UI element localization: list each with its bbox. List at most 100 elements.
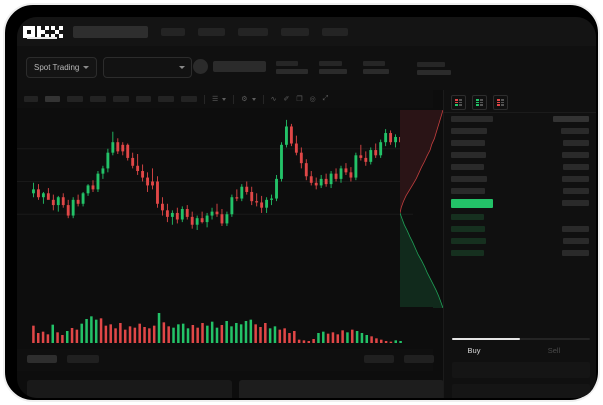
device-bezel: Spot Trading ☰ ⚙ ∿ ✐ ❐ ◎ ⤢ [3,3,600,402]
okx-logo[interactable] [23,25,63,38]
orderbook-header-divider [444,112,596,113]
trading-mode-selector[interactable]: Spot Trading [26,57,98,78]
bottom-tab-right-2[interactable] [404,355,434,363]
toolbar-divider [204,94,205,104]
chart-type-icon[interactable]: ☰ [212,96,219,103]
layout-bars-left [455,99,458,106]
candlestick-svg [17,119,413,230]
orderbook-bid-row[interactable] [451,238,486,244]
orderbook-ask-row[interactable] [451,140,485,146]
bottom-tab-open-orders[interactable] [27,355,57,363]
okx-logo-glyph-o [23,25,35,38]
top-navigation-bar [17,17,596,46]
indicators-icon[interactable]: ⚙ [241,96,248,103]
global-search-input[interactable] [73,25,148,38]
chevron-down-icon [179,66,185,69]
timeframe-5[interactable] [113,96,129,102]
bottom-tab-active-underline [27,37,57,39]
price-chart[interactable] [17,108,433,307]
snapshot-icon[interactable]: ❐ [296,96,303,103]
layout-bars-left [497,99,500,106]
stat-high-24h-label [363,61,385,66]
stat-change-24h-value [319,69,347,74]
stat-change-24h [319,61,347,74]
timeframe-4[interactable] [90,96,106,102]
stat-high-24h-value [363,69,389,74]
orderbook-ask-amount [563,140,589,146]
order-price-field[interactable] [452,362,590,378]
orderbook-bid-row[interactable] [451,226,485,232]
volume-chart [17,307,433,349]
order-tab-sell[interactable]: Sell [547,346,561,355]
bottom-tab-order-history[interactable] [67,355,99,363]
stat-last-price-value [276,69,308,74]
orderbook-layout-both[interactable] [451,95,466,110]
pair-select-dropdown[interactable] [103,57,192,78]
orderbook-ask-row[interactable] [451,164,484,170]
nav-item-5[interactable] [322,27,348,36]
orderbook-ask-row[interactable] [451,128,487,134]
order-amount-field[interactable] [452,384,590,398]
nav-item-1[interactable] [161,27,185,36]
settings-icon[interactable]: ◎ [309,96,316,103]
orderbook-layout-options [451,95,508,110]
orderbook-ask-row[interactable] [451,152,486,158]
timeframe-2[interactable] [45,96,60,102]
orderbook-bid-row[interactable] [451,214,484,220]
order-form-fields [452,362,590,398]
orderbook-bid-amount [562,250,589,256]
orderbook-spread-row[interactable] [451,199,493,208]
timeframe-1[interactable] [24,96,38,102]
drawing-tools-icon[interactable]: ✐ [283,96,290,103]
orderbook-panel: Buy Sell [443,90,596,398]
bottom-panel-left[interactable] [27,380,232,398]
orderbook-spread-amount [562,200,589,206]
bottom-panel-tabs [17,349,434,371]
fullscreen-icon[interactable]: ⤢ [322,95,329,102]
stat-high-24h [363,61,389,74]
nav-item-2[interactable] [198,27,225,36]
stat-last-price-label [276,61,298,66]
header-extra-label [417,62,445,67]
nav-item-3[interactable] [238,27,268,36]
bottom-tab-right-1[interactable] [364,355,394,363]
pair-name-label [213,61,266,72]
market-header: Spot Trading [17,46,596,90]
line-chart-icon[interactable]: ∿ [270,96,277,103]
timeframe-8[interactable] [181,96,197,102]
toolbar-divider [262,94,264,104]
orderbook-ask-amount [563,188,589,194]
orderbook-bid-row[interactable] [451,250,484,256]
bottom-panel-right[interactable] [239,380,444,398]
stat-change-24h-label [319,61,342,66]
toolbar-divider [233,94,235,104]
layout-bars-left [476,99,479,106]
order-tab-buy[interactable]: Buy [467,346,481,355]
layout-bars-right [501,99,504,106]
market-depth-chart [399,109,444,309]
orderbook-ask-row[interactable] [451,188,485,194]
depth-svg [399,109,444,309]
volume-svg [32,313,402,343]
orderbook-ask-amount [562,152,589,158]
chevron-down-icon[interactable] [222,97,227,101]
timeframe-7[interactable] [158,96,174,102]
orderbook-layout-bids[interactable] [472,95,487,110]
nav-item-4[interactable] [281,27,309,36]
okx-logo-glyph-x [51,25,63,38]
orderbook-header-price [451,116,493,122]
chevron-down-icon [83,66,90,69]
order-form-tab-track [452,338,590,340]
okx-logo-glyph-k [37,25,49,38]
header-extra-value [417,70,451,75]
orderbook-layout-asks[interactable] [493,95,508,110]
timeframe-6[interactable] [136,96,151,102]
timeframe-3[interactable] [67,96,83,102]
orderbook-ask-row[interactable] [451,176,487,182]
orderbook-bid-amount [562,226,589,232]
app-screen: Spot Trading ☰ ⚙ ∿ ✐ ❐ ◎ ⤢ [17,17,596,398]
layout-bars-right [459,99,462,106]
layout-bars-right [480,99,483,106]
chevron-down-icon[interactable] [251,97,256,101]
pair-coin-avatar [193,59,208,74]
